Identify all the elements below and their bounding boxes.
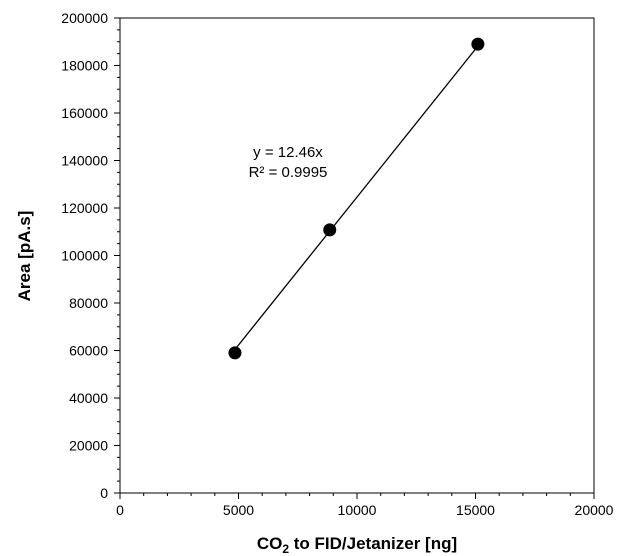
x-axis-title-subscript: 2 [282,542,289,556]
equation-label: y = 12.46x [253,144,323,161]
trendline [234,45,479,350]
x-tick-label: 0 [116,502,124,518]
y-tick-label: 20000 [69,438,108,454]
x-tick-label: 15000 [456,502,495,518]
r-squared-label: R² = 0.9995 [249,164,328,181]
x-axis: 0 5000 10000 15000 20000 [116,493,614,518]
trendline-group [234,45,479,350]
y-tick-label: 80000 [69,295,108,311]
data-point [471,37,485,51]
data-point [228,346,242,360]
x-tick-label: 10000 [338,502,377,518]
y-tick-label: 100000 [61,248,108,264]
y-tick-label: 160000 [61,105,108,121]
x-axis-title-rest: to FID/Jetanizer [ng] [289,534,457,553]
y-tick-label: 120000 [61,200,108,216]
y-tick-label: 140000 [61,153,108,169]
y-tick-label: 60000 [69,343,108,359]
x-axis-title: CO2 to FID/Jetanizer [ng] [257,534,457,556]
data-point [323,223,337,237]
y-axis: 0 20000 40000 60000 80000 100000 120000 140000 1… [61,10,120,501]
y-tick-label: 180000 [61,58,108,74]
data-points [228,37,485,360]
x-tick-label: 5000 [223,502,254,518]
y-axis-title: Area [pA.s] [15,211,34,302]
plot-area [119,17,595,494]
y-tick-label: 200000 [61,10,108,26]
plot-border [119,17,595,494]
x-axis-title-main: CO [257,534,283,553]
y-tick-label: 40000 [69,390,108,406]
x-tick-label: 20000 [575,502,614,518]
y-tick-label: 0 [100,485,108,501]
